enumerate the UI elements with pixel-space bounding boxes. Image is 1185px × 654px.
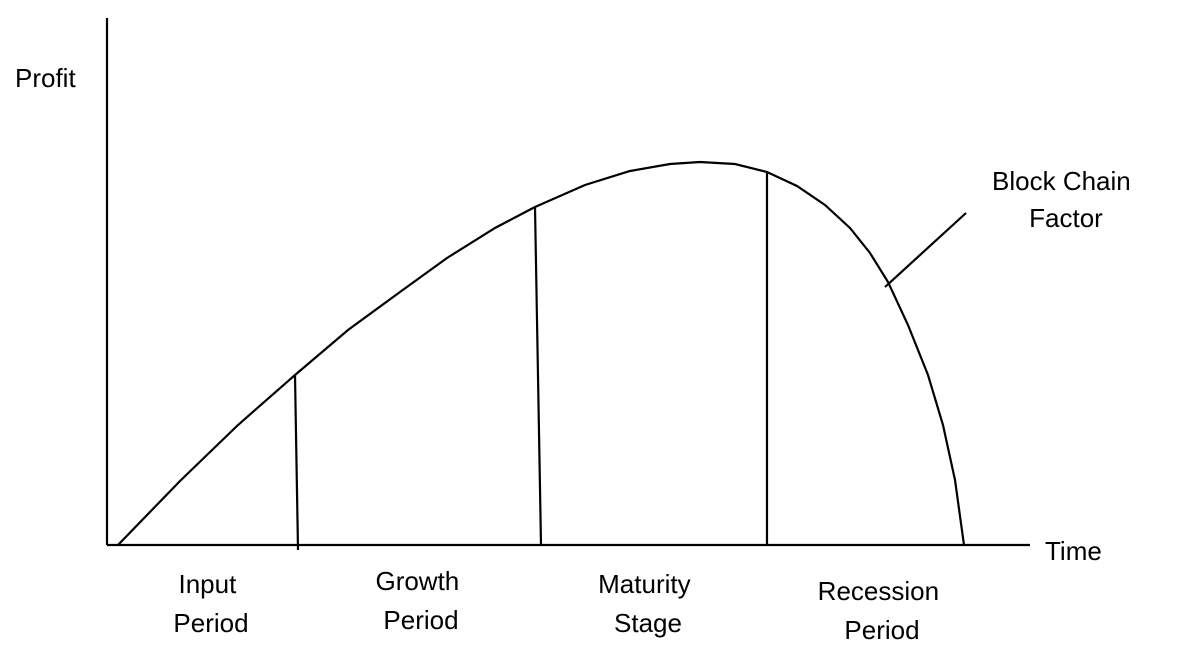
stage-label-input: Input Period [173, 569, 248, 638]
stage-label-recession: Recession Period [818, 576, 947, 645]
block-chain-factor-pointer [884, 212, 967, 288]
annotation-line-2: Factor [1029, 203, 1103, 233]
divider-input-growth [293, 374, 300, 551]
y-axis-label: Profit [15, 63, 76, 93]
divider-growth-maturity [533, 206, 543, 546]
block-chain-factor-label: Block Chain Factor [992, 166, 1138, 233]
profit-curve [117, 160, 966, 546]
stage-label-growth: Growth Period [375, 566, 466, 635]
stage-label-maturity: Maturity Stage [598, 569, 698, 638]
x-axis-label: Time [1045, 536, 1102, 566]
annotation-line-1: Block Chain [992, 166, 1131, 196]
